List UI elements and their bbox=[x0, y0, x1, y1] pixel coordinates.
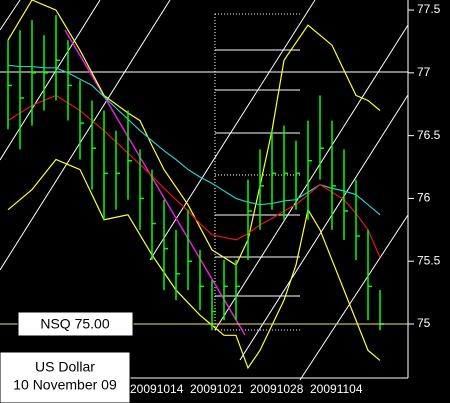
indicator-line bbox=[7, 158, 381, 370]
channel-line bbox=[0, 0, 171, 271]
channel-line bbox=[0, 0, 21, 31]
y-tick-label: 77 bbox=[417, 65, 431, 79]
chart-title: 10 November 09 bbox=[13, 377, 117, 393]
channel-line bbox=[299, 214, 409, 381]
annotation-label: NSQ 75.00 bbox=[40, 316, 109, 332]
annotation-box bbox=[17, 311, 134, 337]
y-tick-label: 76 bbox=[417, 191, 431, 205]
y-tick-label: 75.5 bbox=[417, 253, 441, 267]
y-tick-label: 77.5 bbox=[417, 2, 441, 16]
decoration bbox=[0, 0, 409, 381]
x-tick-label: 20091028 bbox=[250, 382, 304, 396]
indicator-line bbox=[7, 0, 381, 266]
trend-line bbox=[64, 29, 246, 336]
channel-line bbox=[149, 0, 316, 261]
chart-title: US Dollar bbox=[35, 359, 95, 375]
y-tick-label: 75 bbox=[417, 316, 431, 330]
x-tick-label: 20091021 bbox=[190, 382, 244, 396]
x-tick-label: 20091104 bbox=[310, 382, 363, 396]
channel-line bbox=[214, 24, 409, 331]
channel-line bbox=[0, 0, 101, 161]
y-tick-label: 76.5 bbox=[417, 128, 441, 142]
indicator-line bbox=[7, 94, 381, 258]
indicator-line bbox=[7, 64, 381, 216]
title-box bbox=[0, 351, 131, 403]
channel-line bbox=[239, 94, 409, 361]
x-tick-label: 20091014 bbox=[130, 382, 184, 396]
